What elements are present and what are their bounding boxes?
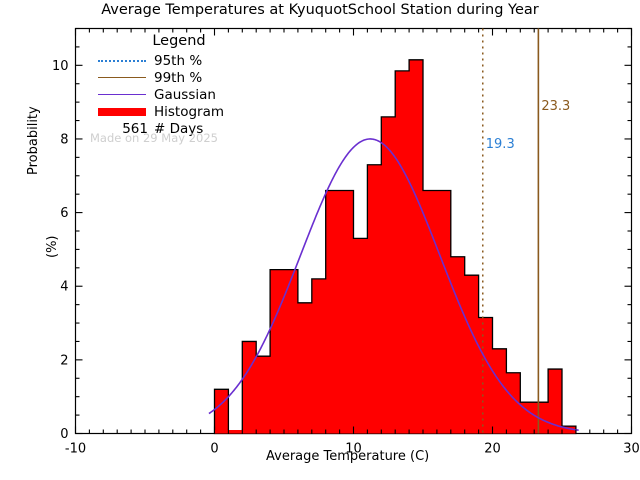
- svg-text:10: 10: [345, 442, 362, 457]
- percentile-label: 19.3: [486, 137, 515, 152]
- percentile-lines: [482, 28, 540, 434]
- legend-item-99th: 99th %: [96, 69, 326, 86]
- chart-title: Average Temperatures at KyuquotSchool St…: [101, 2, 539, 18]
- percentile-labels: 19.3 23.3: [486, 99, 571, 152]
- legend-label-95th: 95th %: [154, 52, 203, 69]
- svg-text:20: 20: [484, 442, 501, 457]
- made-on-text: Made on 29 May 2025: [90, 131, 218, 145]
- days-label: # Days: [154, 120, 204, 137]
- svg-text:0: 0: [210, 442, 218, 457]
- svg-text:4: 4: [60, 280, 68, 295]
- legend-label-histogram: Histogram: [154, 103, 225, 120]
- svg-text:6: 6: [60, 206, 68, 221]
- days-count: 561: [122, 120, 148, 137]
- dotted-line-icon: [96, 55, 148, 67]
- percentile-label: 23.3: [541, 99, 570, 114]
- legend-item-histogram: Histogram: [96, 103, 326, 120]
- legend-heading: Legend: [152, 33, 206, 49]
- legend-item-days: 561 # Days: [96, 120, 326, 137]
- gaussian-curve: [208, 138, 579, 432]
- solid-line-icon: [96, 72, 148, 84]
- legend-label-99th: 99th %: [154, 69, 203, 86]
- filled-swatch-icon: [96, 106, 148, 118]
- legend-label-gaussian: Gaussian: [154, 86, 216, 103]
- legend-item-gaussian: Gaussian: [96, 86, 326, 103]
- curve-line-icon: [96, 89, 148, 101]
- svg-text:0: 0: [60, 427, 68, 442]
- svg-text:8: 8: [60, 132, 68, 147]
- legend: Legend 95th % 99th % Gaussian Histogram …: [96, 33, 326, 137]
- svg-text:30: 30: [623, 442, 640, 457]
- svg-text:2: 2: [60, 353, 68, 368]
- svg-text:10: 10: [52, 59, 69, 74]
- legend-item-95th: 95th %: [96, 52, 326, 69]
- axis-ticks: [74, 27, 633, 435]
- svg-text:-10: -10: [65, 442, 86, 457]
